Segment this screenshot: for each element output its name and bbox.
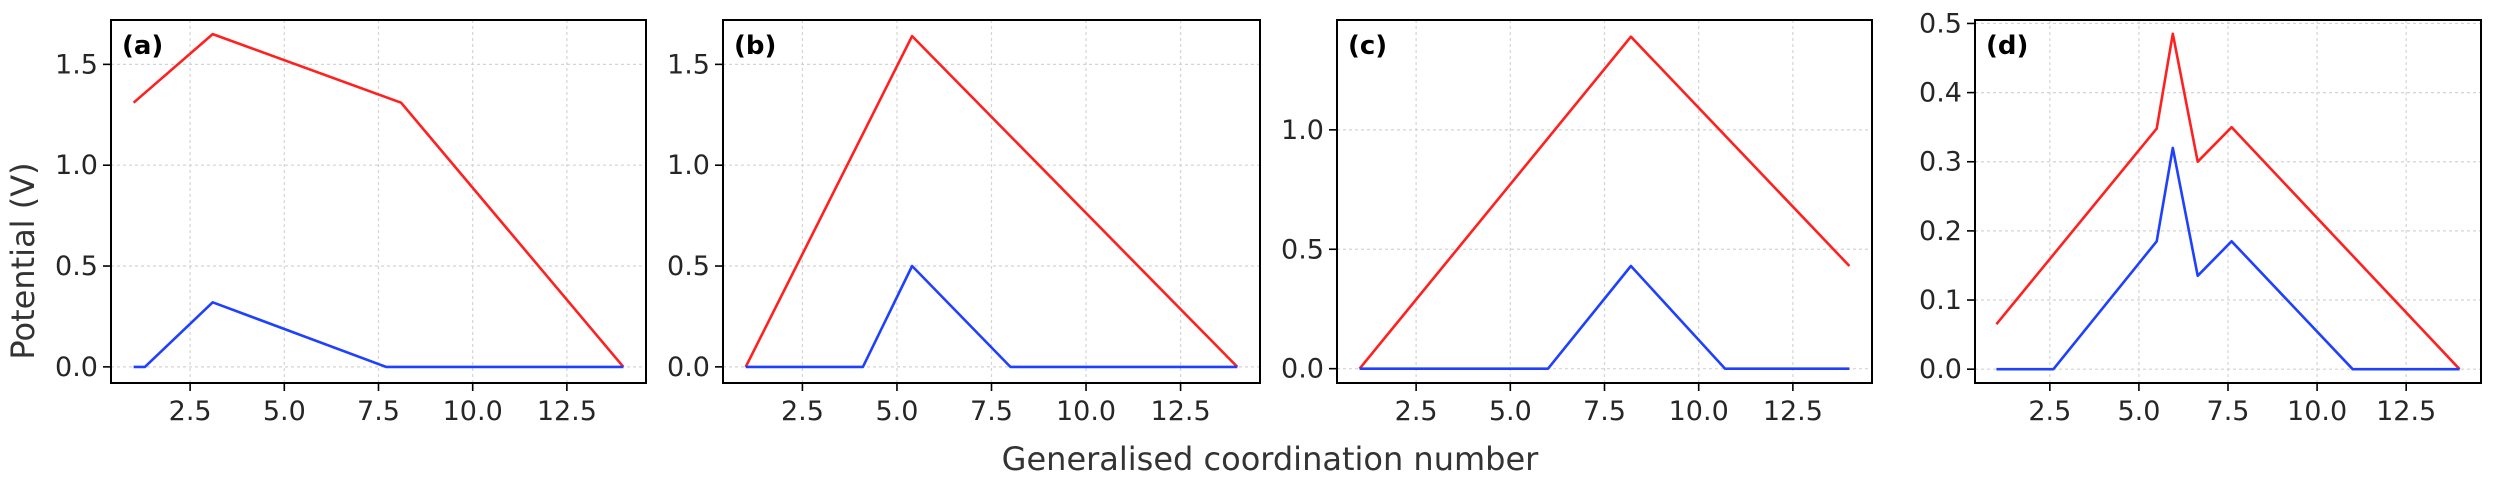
panel-label: (c) bbox=[1348, 31, 1387, 61]
chart-panels: 2.5 5.0 7.5 10.0 12.5 0.0 0.5 1.0 1.5 (a) 2.5 5.0 7.… bbox=[55, 8, 2482, 427]
y-tick-label: 0.0 bbox=[55, 352, 98, 383]
panel-label: (b) bbox=[734, 31, 776, 61]
x-tick-label: 2.5 bbox=[781, 396, 824, 427]
x-tick-label: 12.5 bbox=[2376, 396, 2436, 427]
x-tick-label: 10.0 bbox=[1056, 396, 1116, 427]
x-tick-label: 7.5 bbox=[2207, 396, 2250, 427]
x-tick-label: 10.0 bbox=[2287, 396, 2347, 427]
series-line bbox=[1995, 32, 2461, 371]
x-tick-label: 2.5 bbox=[169, 396, 212, 427]
y-tick-label: 0.4 bbox=[1919, 78, 1962, 109]
y-tick-label: 0.0 bbox=[1919, 354, 1962, 385]
series-line bbox=[745, 264, 1238, 369]
y-tick-label: 0.5 bbox=[667, 251, 710, 282]
x-tick-label: 2.5 bbox=[1395, 396, 1438, 427]
x-tick-label: 5.0 bbox=[1489, 396, 1532, 427]
panel-label: (d) bbox=[1986, 31, 2028, 61]
y-tick-label: 0.2 bbox=[1919, 216, 1962, 247]
chart-panel: 2.5 5.0 7.5 10.0 12.5 0.0 0.5 1.0 1.5 (b) bbox=[667, 19, 1261, 427]
y-tick-label: 1.0 bbox=[1281, 115, 1324, 146]
y-tick-label: 0.0 bbox=[667, 352, 710, 383]
series-line bbox=[133, 300, 624, 369]
y-tick-label: 1.5 bbox=[55, 49, 98, 80]
x-tick-label: 2.5 bbox=[2028, 396, 2071, 427]
x-axis-title: Generalised coordination number bbox=[1002, 440, 1539, 478]
x-tick-label: 5.0 bbox=[2117, 396, 2160, 427]
x-tick-label: 12.5 bbox=[537, 396, 597, 427]
x-tick-label: 12.5 bbox=[1763, 396, 1823, 427]
y-tick-label: 0.1 bbox=[1919, 285, 1962, 316]
x-tick-label: 12.5 bbox=[1151, 396, 1211, 427]
x-tick-label: 7.5 bbox=[357, 396, 400, 427]
y-tick-label: 1.0 bbox=[55, 150, 98, 181]
y-tick-label: 1.0 bbox=[667, 150, 710, 181]
series-line bbox=[132, 32, 625, 368]
y-tick-label: 1.5 bbox=[667, 49, 710, 80]
series-line bbox=[744, 34, 1239, 368]
chart-panel: 2.5 5.0 7.5 10.0 12.5 0.0 0.5 1.0 (c) bbox=[1281, 19, 1873, 427]
x-tick-label: 5.0 bbox=[875, 396, 918, 427]
y-axis-title: Potential (V) bbox=[4, 162, 42, 359]
series-line bbox=[1359, 264, 1850, 371]
y-tick-label: 0.5 bbox=[1919, 8, 1962, 39]
y-tick-label: 0.0 bbox=[1281, 354, 1324, 385]
panel-label: (a) bbox=[122, 31, 163, 61]
y-tick-label: 0.5 bbox=[1281, 234, 1324, 265]
x-tick-label: 10.0 bbox=[443, 396, 503, 427]
x-tick-label: 5.0 bbox=[263, 396, 306, 427]
y-tick-label: 0.5 bbox=[55, 251, 98, 282]
series-line bbox=[1358, 35, 1851, 370]
x-tick-label: 7.5 bbox=[1583, 396, 1626, 427]
x-tick-label: 7.5 bbox=[970, 396, 1013, 427]
chart-panel: 2.5 5.0 7.5 10.0 12.5 0.0 0.5 1.0 1.5 (a) bbox=[55, 19, 647, 427]
y-tick-label: 0.3 bbox=[1919, 147, 1962, 178]
x-tick-label: 10.0 bbox=[1669, 396, 1729, 427]
chart-panel: 2.5 5.0 7.5 10.0 12.5 0.0 0.1 0.2 0.3 0.4 0.5 (d) bbox=[1919, 8, 2482, 427]
series-line bbox=[1996, 146, 2460, 371]
